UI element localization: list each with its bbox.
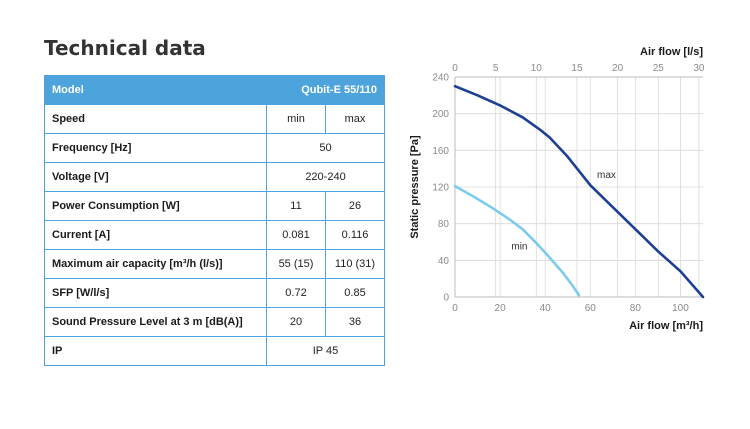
series-label-max: max	[597, 170, 616, 181]
x2-tick-label: 20	[612, 63, 624, 74]
row-label: SFP [W/l/s]	[44, 278, 267, 308]
x2-axis-label: Air flow [l/s]	[640, 46, 703, 58]
cell-value: 50	[266, 133, 385, 163]
cell-value: 20	[266, 307, 326, 337]
series-line-min	[453, 184, 581, 297]
cell-value: 220-240	[266, 162, 385, 192]
product-header: Qubit-E 55/110	[266, 75, 385, 105]
y-tick-label: 80	[438, 219, 450, 230]
cell-value: 0.72	[266, 278, 326, 308]
x2-tick-label: 10	[531, 63, 543, 74]
table-row: Frequency [Hz] 50	[44, 133, 385, 163]
row-label: Sound Pressure Level at 3 m [dB(A)]	[44, 307, 267, 337]
cell-value: 55 (15)	[266, 249, 326, 279]
page-title: Technical data	[44, 36, 206, 60]
y-tick-label: 160	[432, 146, 449, 157]
x2-tick-label: 30	[693, 63, 705, 74]
table-row: Maximum air capacity [m³/h (l/s)] 55 (15…	[44, 249, 385, 279]
x-tick-label: 100	[672, 303, 689, 314]
cell-value: 26	[325, 191, 385, 221]
series-line-max	[453, 84, 705, 299]
x2-tick-label: 25	[653, 63, 665, 74]
x-tick-label: 20	[495, 303, 507, 314]
table-row: Current [A] 0.081 0.116	[44, 220, 385, 250]
table-row: SFP [W/l/s] 0.72 0.85	[44, 278, 385, 308]
row-label: Voltage [V]	[44, 162, 267, 192]
row-label: IP	[44, 336, 267, 366]
cell-value: 0.85	[325, 278, 385, 308]
cell-value: 0.116	[325, 220, 385, 250]
x2-tick-label: 15	[571, 63, 583, 74]
cell-value: max	[325, 104, 385, 134]
cell-value: 110 (31)	[325, 249, 385, 279]
cell-value: IP 45	[266, 336, 385, 366]
table-row: Power Consumption [W] 11 26	[44, 191, 385, 221]
cell-value: 0.081	[266, 220, 326, 250]
cell-value: 11	[266, 191, 326, 221]
y-axis-label: Static pressure [Pa]	[409, 135, 421, 239]
y-tick-label: 40	[438, 256, 450, 267]
row-label: Current [A]	[44, 220, 267, 250]
x2-tick-label: 0	[452, 63, 458, 74]
x2-tick-label: 5	[493, 63, 499, 74]
table-row: Voltage [V] 220-240	[44, 162, 385, 192]
y-tick-label: 120	[432, 183, 449, 194]
series-label-min: min	[511, 241, 527, 252]
model-header: Model	[44, 75, 267, 105]
x-tick-label: 80	[630, 303, 642, 314]
x-tick-label: 40	[540, 303, 552, 314]
y-tick-label: 240	[432, 73, 449, 84]
row-label: Power Consumption [W]	[44, 191, 267, 221]
technical-data-table: Model Qubit-E 55/110 Speed min max Frequ…	[44, 75, 385, 366]
x-tick-label: 60	[585, 303, 597, 314]
row-label: Maximum air capacity [m³/h (l/s)]	[44, 249, 267, 279]
y-tick-label: 0	[443, 293, 449, 304]
row-label: Speed	[44, 104, 267, 134]
cell-value: 36	[325, 307, 385, 337]
y-tick-label: 200	[432, 109, 449, 120]
table-row: IP IP 45	[44, 336, 385, 366]
table-row: Sound Pressure Level at 3 m [dB(A)] 20 3…	[44, 307, 385, 337]
table-header-row: Model Qubit-E 55/110	[44, 75, 385, 105]
x-axis-label: Air flow [m³/h]	[629, 320, 703, 332]
row-label: Frequency [Hz]	[44, 133, 267, 163]
cell-value: min	[266, 104, 326, 134]
table-row: Speed min max	[44, 104, 385, 134]
x-tick-label: 0	[452, 303, 458, 314]
